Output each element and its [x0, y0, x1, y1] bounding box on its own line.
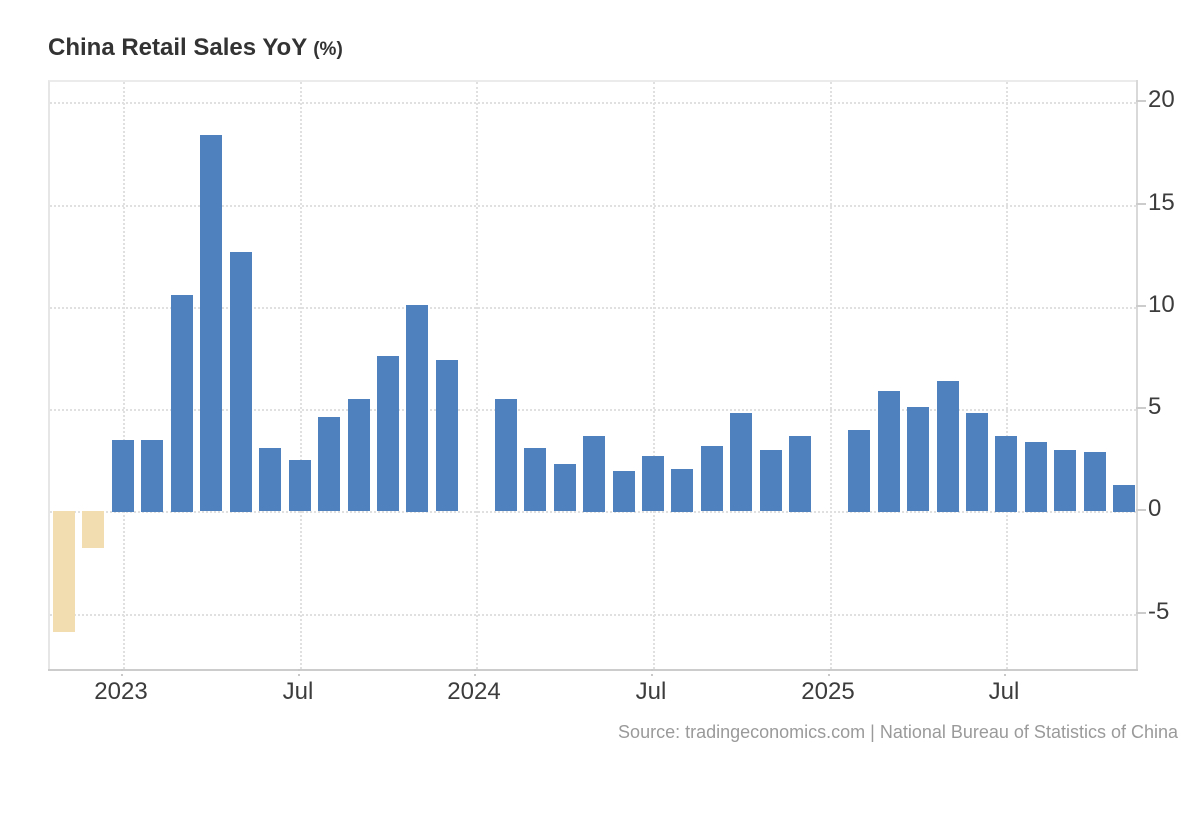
y-axis-tick — [1136, 100, 1146, 102]
x-axis-tick — [474, 669, 476, 676]
bar-sep-2024 — [701, 446, 723, 511]
gridline-vertical — [1006, 82, 1008, 669]
bar-dec-2022 — [82, 511, 104, 548]
bar-apr-2023 — [200, 135, 222, 511]
y-axis-tick-label: 20 — [1148, 86, 1175, 113]
bar-mar-2023 — [171, 295, 193, 512]
bar-may-2024 — [583, 436, 605, 512]
gridline-horizontal — [50, 409, 1136, 411]
bar-may-2025 — [937, 381, 959, 512]
y-axis-tick-label: 15 — [1148, 189, 1175, 216]
x-axis-tick-label: Jul — [635, 678, 667, 705]
bar-dec-2024 — [789, 436, 811, 512]
gridline-horizontal — [50, 205, 1136, 207]
bar-oct-2023 — [377, 356, 399, 511]
x-axis-tick-label: Jul — [988, 678, 1020, 705]
bar-nov-2025 — [1113, 485, 1135, 512]
gridline-vertical — [300, 82, 302, 669]
x-axis-tick-label: 2023 — [94, 678, 148, 705]
bar-mar-2025 — [878, 391, 900, 512]
gridline-horizontal — [50, 307, 1136, 309]
x-axis-tick-label: 2024 — [447, 678, 501, 705]
x-axis-line — [48, 669, 1138, 671]
bar-nov-2022 — [53, 511, 75, 632]
source-attribution: Source: tradingeconomics.com | National … — [618, 722, 1178, 742]
y-axis-line — [1136, 80, 1138, 669]
chart-title-text: China Retail Sales YoY — [48, 34, 308, 61]
bar-may-2023 — [230, 252, 252, 512]
bar-jun-2025 — [966, 413, 988, 511]
bar-dec-2023 — [436, 360, 458, 511]
bar-nov-2024 — [760, 450, 782, 511]
x-axis-tick — [121, 669, 123, 676]
x-axis-tick — [1004, 669, 1006, 676]
bar-jun-2024 — [613, 471, 635, 512]
bar-sep-2023 — [348, 399, 370, 511]
gridline-vertical — [653, 82, 655, 669]
y-axis-tick-label: 0 — [1148, 495, 1162, 522]
bar-oct-2024 — [730, 413, 752, 511]
bar-nov-2023 — [406, 305, 428, 512]
bar-jul-2023 — [289, 460, 311, 511]
gridline-horizontal — [50, 511, 1136, 513]
bar-apr-2024 — [554, 464, 576, 511]
y-axis-tick-label: -5 — [1148, 598, 1170, 625]
gridline-vertical — [830, 82, 832, 669]
chart-title: China Retail Sales YoY (%) — [48, 34, 343, 62]
gridline-horizontal — [50, 614, 1136, 616]
gridline-horizontal — [50, 102, 1136, 104]
y-axis-tick — [1136, 305, 1146, 307]
bar-jul-2024 — [642, 456, 664, 511]
y-axis-tick-label: 5 — [1148, 393, 1162, 420]
bar-jun-2023 — [259, 448, 281, 511]
x-axis-tick — [651, 669, 653, 676]
y-axis-tick — [1136, 407, 1146, 409]
bar-aug-2025 — [1025, 442, 1047, 512]
gridline-vertical — [123, 82, 125, 669]
bar-aug-2023 — [318, 417, 340, 511]
bar-feb-2024 — [495, 399, 517, 511]
bar-feb-2025 — [848, 430, 870, 512]
bar-sep-2025 — [1054, 450, 1076, 511]
plot-area — [48, 80, 1136, 669]
bar-apr-2025 — [907, 407, 929, 511]
chart-title-unit: (%) — [313, 39, 343, 60]
bar-jul-2025 — [995, 436, 1017, 512]
gridline-vertical — [476, 82, 478, 669]
bar-mar-2024 — [524, 448, 546, 511]
bar-feb-2023 — [141, 440, 163, 512]
y-axis-tick — [1136, 203, 1146, 205]
bar-jan-2023 — [112, 440, 134, 512]
x-axis-tick-label: 2025 — [801, 678, 855, 705]
y-axis-tick — [1136, 509, 1146, 511]
x-axis-tick — [828, 669, 830, 676]
x-axis-tick-label: Jul — [282, 678, 314, 705]
bar-aug-2024 — [671, 469, 693, 512]
y-axis-tick — [1136, 612, 1146, 614]
y-axis-tick-label: 10 — [1148, 291, 1175, 318]
bar-oct-2025 — [1084, 452, 1106, 511]
x-axis-tick — [298, 669, 300, 676]
